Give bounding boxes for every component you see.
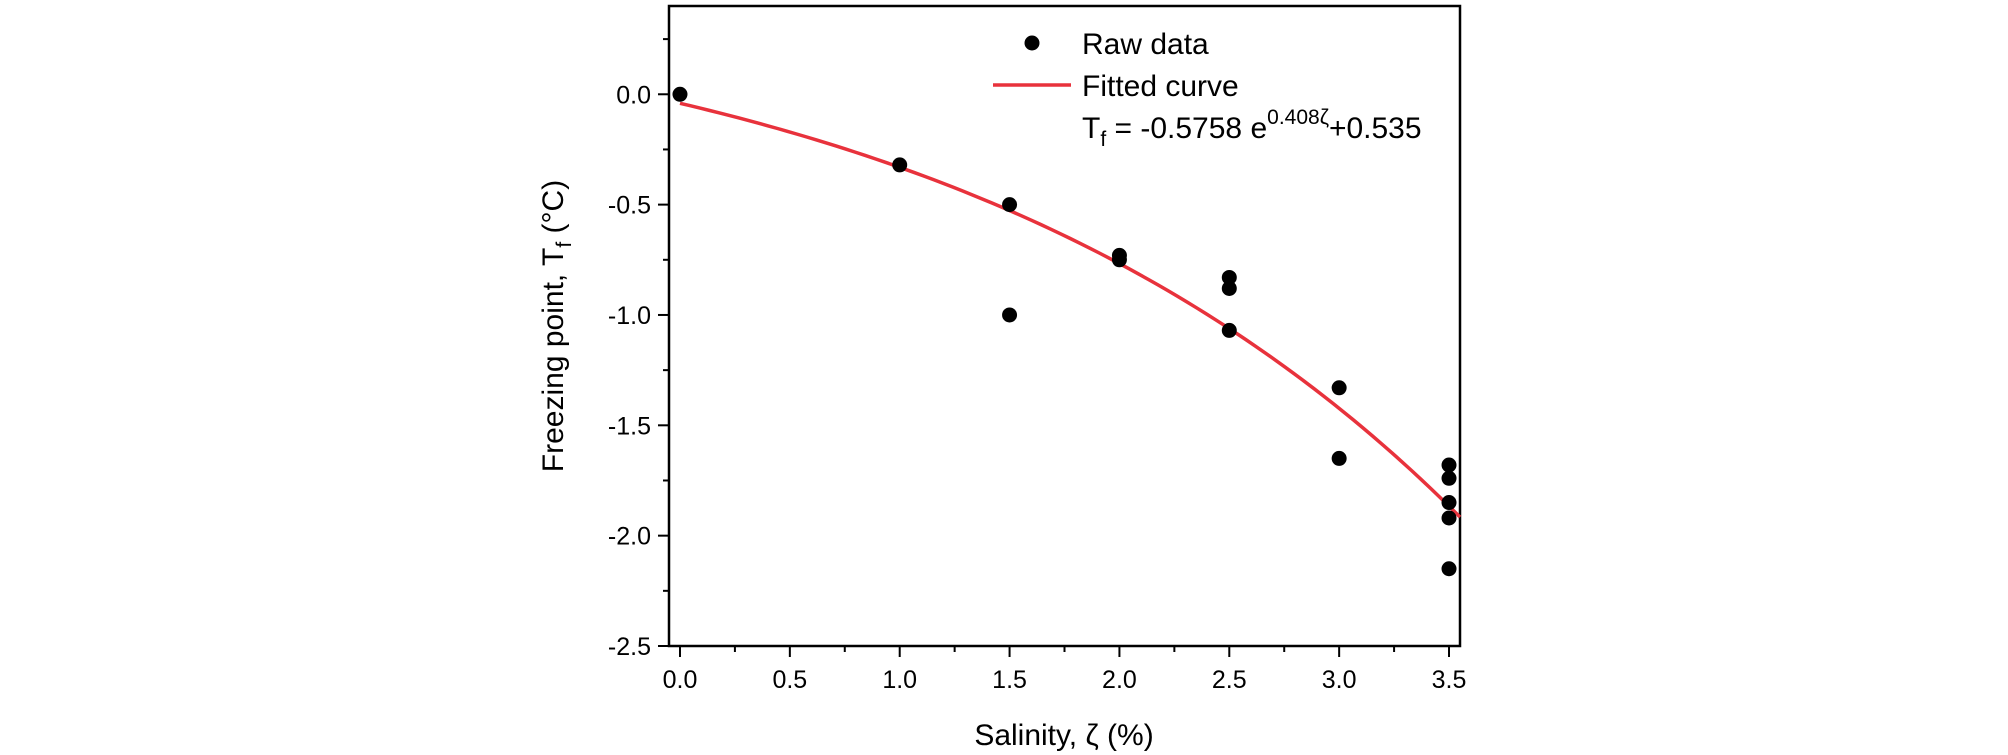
x-tick-label: 3.5 [1432, 666, 1467, 694]
y-axis-title-main: Freezing point, T [537, 248, 570, 473]
y-tick-label: 0.0 [616, 81, 651, 109]
x-tick-label: 1.5 [992, 666, 1027, 694]
equation-lhs: T [1082, 112, 1100, 145]
plot-frame [667, 4, 1462, 648]
y-tick-label: -1.5 [608, 412, 651, 440]
raw-data-point [1441, 495, 1457, 511]
x-tick-label: 2.0 [1102, 666, 1137, 694]
x-tick-label: 2.5 [1212, 666, 1247, 694]
y-tick-label: -2.0 [608, 523, 651, 551]
raw-data-point [1441, 457, 1457, 473]
x-tick-label: 3.0 [1322, 666, 1357, 694]
raw-data-point [1221, 269, 1237, 285]
raw-data-point [1221, 322, 1237, 338]
fitted-curve-line [679, 101, 1462, 519]
equation-exponent: 0.408ζ [1267, 106, 1329, 129]
y-tick-label: -0.5 [608, 192, 651, 220]
equation-mid: = -0.5758 e [1106, 112, 1267, 145]
y-tick-label: -1.0 [608, 302, 651, 330]
y-axis-title: Freezing point, Tf (°C) [537, 180, 576, 472]
raw-data-point [1441, 470, 1457, 486]
raw-data-point [1111, 252, 1127, 268]
y-tick-label: -2.5 [608, 633, 651, 661]
raw-data-points [672, 86, 1457, 577]
legend: Raw data Fitted curve Tf = -0.5758 e0.40… [993, 28, 1422, 151]
raw-data-point [1441, 510, 1457, 526]
raw-data-point [1441, 561, 1457, 577]
x-axis-ticks: 0.0 0.5 1.0 1.5 2.0 2.5 3.0 3.5 [663, 646, 1467, 694]
y-axis-ticks: 0.0 -0.5 -1.0 -1.5 -2.0 -2.5 [608, 38, 669, 661]
x-tick-label: 0.5 [772, 666, 807, 694]
raw-data-point [1331, 450, 1347, 466]
y-axis-title-sub: f [553, 242, 576, 248]
legend-equation: Tf = -0.5758 e0.408ζ+0.535 [1082, 106, 1422, 151]
raw-data-point [672, 86, 688, 102]
raw-data-point [1331, 380, 1347, 396]
legend-raw-marker [1024, 35, 1040, 51]
y-axis-title-unit: (°C) [537, 180, 570, 242]
raw-data-point [1002, 307, 1018, 323]
equation-rhs: +0.535 [1329, 112, 1422, 145]
equation-lhs-sub: f [1100, 128, 1106, 151]
x-tick-label: 0.0 [663, 666, 698, 694]
raw-data-point [892, 157, 908, 173]
raw-data-point [1221, 280, 1237, 296]
legend-fit-label: Fitted curve [1082, 70, 1239, 103]
x-tick-label: 1.0 [882, 666, 917, 694]
legend-raw-label: Raw data [1082, 28, 1209, 61]
raw-data-point [1002, 197, 1018, 213]
x-axis-title: Salinity, ζ (%) [974, 719, 1153, 752]
